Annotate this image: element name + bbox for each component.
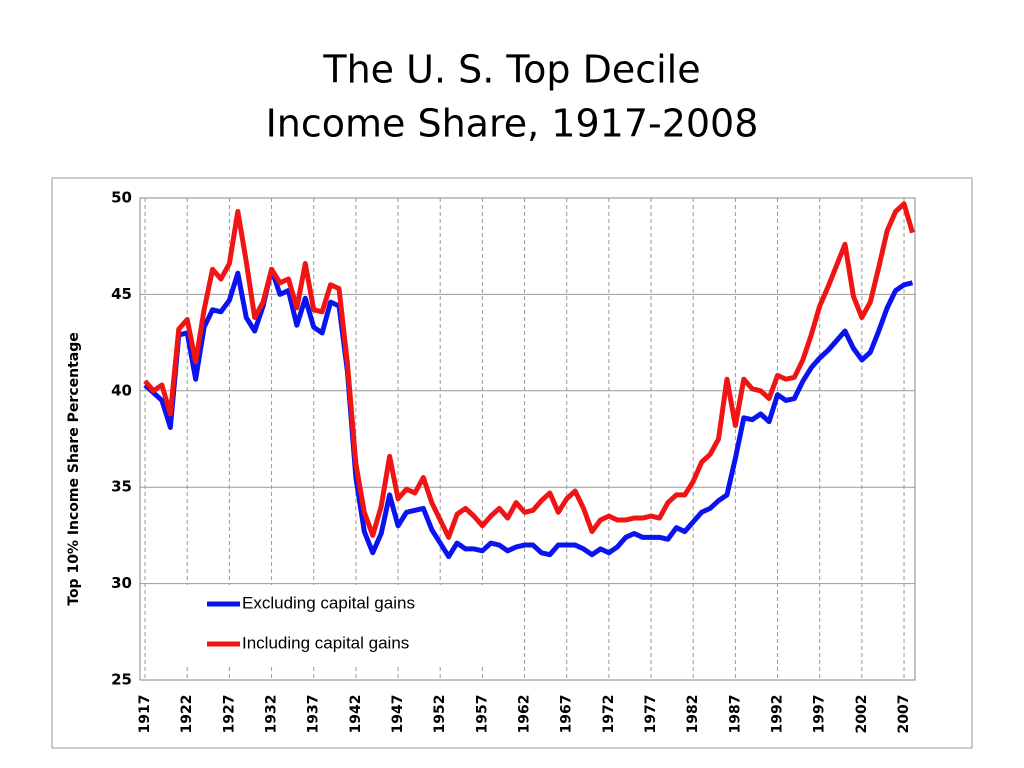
x-tick-label: 1947 (390, 695, 406, 734)
x-tick-label: 2007 (896, 695, 912, 734)
x-tick-label: 1977 (643, 695, 659, 734)
y-tick-label: 45 (111, 285, 132, 303)
legend-box (185, 585, 495, 665)
legend-label: Including capital gains (242, 633, 409, 652)
x-tick-label: 1972 (601, 695, 617, 734)
x-tick-label: 1942 (348, 695, 364, 734)
chart-title-line: Income Share, 1917-2008 (266, 102, 759, 146)
legend-label: Excluding capital gains (242, 593, 415, 612)
data-line (143, 201, 915, 540)
x-tick-label: 2002 (854, 695, 870, 734)
x-tick-label: 1962 (517, 695, 533, 734)
x-tick-label: 1917 (137, 695, 153, 734)
x-tick-label: 1967 (559, 695, 575, 734)
plot-area (139, 197, 916, 681)
x-tick-label: 1952 (432, 695, 448, 734)
x-tick-label: 1957 (474, 695, 490, 734)
chart-title-line: The U. S. Top Decile (322, 48, 700, 92)
y-tick-label: 50 (111, 189, 132, 207)
y-axis-label: Top 10% Income Share Percentage (66, 332, 82, 606)
x-tick-label: 1927 (221, 695, 237, 734)
y-tick-label: 35 (111, 478, 132, 496)
x-tick-label: 1932 (264, 695, 280, 734)
y-tick-label: 25 (111, 671, 132, 689)
y-tick-label: 40 (111, 381, 132, 399)
x-tick-label: 1992 (770, 695, 786, 734)
x-tick-label: 1987 (727, 695, 743, 734)
x-tick-label: 1937 (306, 695, 322, 734)
x-tick-label: 1922 (179, 695, 195, 734)
x-tick-label: 1982 (685, 695, 701, 734)
y-tick-label: 30 (111, 574, 132, 592)
x-tick-label: 1997 (812, 695, 828, 734)
